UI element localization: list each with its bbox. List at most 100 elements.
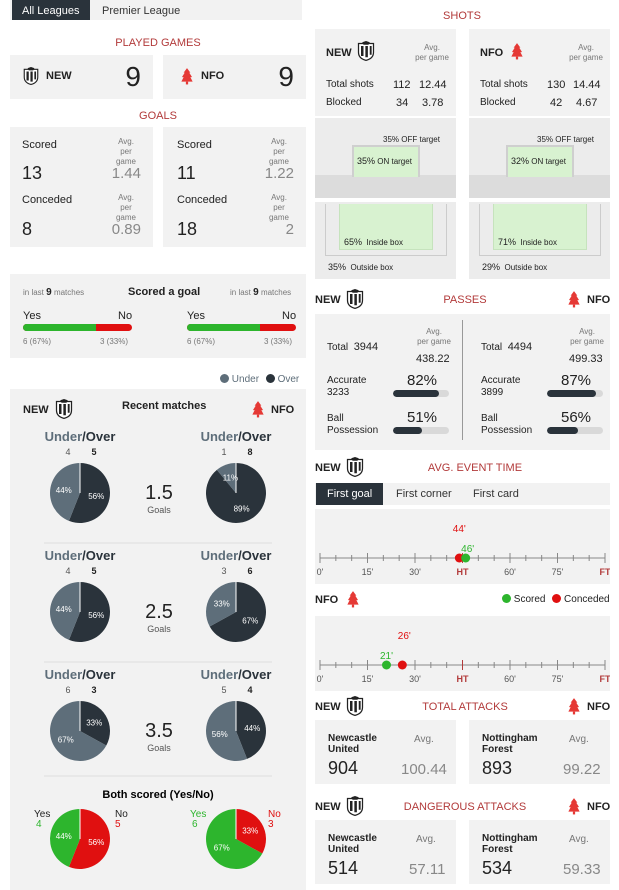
- away-both-scored-pie-a-label: 67%: [214, 843, 230, 852]
- avg-per-game-label: Avg. per game: [415, 43, 449, 62]
- away-team-abbr: NFO: [315, 594, 339, 606]
- passes-title: PASSES: [443, 294, 487, 306]
- under-count: 5: [221, 685, 226, 695]
- accurate-passes-home: Accurate 3233: [327, 375, 367, 398]
- home-under-over-pie-a-label: 67%: [58, 735, 74, 744]
- away-games-count: 9: [278, 61, 294, 92]
- avg-label: Avg.: [569, 734, 589, 745]
- no-count: 5: [115, 819, 121, 830]
- home-team-abbr: NEW: [315, 801, 341, 813]
- dangerous-attacks-value-home: 514: [328, 858, 359, 878]
- home-under-over-pie-b-slice: [68, 463, 110, 523]
- tab-first-card[interactable]: First card: [473, 488, 519, 500]
- tab-first-corner[interactable]: First corner: [396, 488, 452, 500]
- tree-crest-icon: [509, 42, 525, 60]
- no-percent-home: 3 (33%): [100, 337, 129, 346]
- event-time-title: AVG. EVENT TIME: [427, 462, 523, 474]
- no-label: No: [118, 310, 133, 322]
- conceded-avg: 0.89: [111, 221, 141, 238]
- conceded-legend-dot: [552, 594, 562, 603]
- over-legend-dot: [265, 374, 275, 383]
- no-label: No: [282, 310, 297, 322]
- total-shots-label: Total shots: [326, 79, 374, 90]
- yes-percent-away: 6 (67%): [187, 337, 216, 346]
- scored-value: 13: [22, 163, 43, 183]
- accurate-pct-home: 82%: [407, 372, 438, 389]
- timeline-tick-label: 15': [362, 567, 374, 577]
- inside-box-label: 71% Inside box: [498, 237, 557, 247]
- timeline-tick-label: FT: [600, 567, 611, 577]
- away-under-over-pie-a-label: 33%: [214, 600, 230, 609]
- away-under-over-pie-a-slice: [206, 582, 236, 627]
- timeline-tick-label: 15': [362, 674, 374, 684]
- tab-first-goal[interactable]: First goal: [316, 483, 384, 505]
- tab-all-leagues[interactable]: All Leagues: [12, 0, 90, 20]
- on-target-zone: [506, 145, 574, 177]
- in-last-matches-home: in last 9 matches: [23, 287, 85, 298]
- home-under-over-pie-a-slice: [50, 701, 107, 761]
- conceded-time-label: 44': [453, 524, 466, 535]
- goal-ground: [315, 175, 456, 198]
- goal-ground: [469, 175, 610, 198]
- tree-crest-icon: [345, 590, 361, 608]
- away-both-scored-pie-b-slice: [236, 809, 267, 854]
- goals-home-card: Scored Avg. per game 13 1.44 Conceded Avg…: [10, 127, 153, 247]
- tab-premier-league[interactable]: Premier League: [102, 5, 181, 17]
- tree-crest-icon: [179, 67, 195, 85]
- under-over-heading: Under/Over: [45, 429, 116, 444]
- tree-crest-icon: [566, 697, 582, 715]
- away-under-over-pie-a-label: 56%: [212, 730, 228, 739]
- home-under-over-pie-a-label: 44%: [56, 486, 72, 495]
- home-team-name: Newcastle United: [328, 733, 377, 755]
- magpie-crest-icon: [346, 457, 364, 477]
- penalty-area: [325, 204, 447, 256]
- blocked-value: 42: [550, 97, 563, 109]
- blocked-avg: 3.78: [422, 97, 444, 109]
- away-under-over-pie-b-slice: [209, 582, 267, 642]
- home-both-scored-pie-a-label: 44%: [56, 832, 72, 841]
- conceded-marker: [397, 660, 407, 670]
- total-attacks-home-card: Newcastle United Avg. 904 100.44: [315, 720, 456, 784]
- outside-box-label: 29% Outside box: [482, 262, 548, 272]
- avg-per-game-label: Avg. per game: [417, 327, 451, 346]
- yes-percent-home: 6 (67%): [23, 337, 52, 346]
- timeline-tick-label: 30': [409, 567, 421, 577]
- home-under-over-pie: 44% 56%: [49, 582, 110, 642]
- avg-per-game-label: Avg. per game: [569, 43, 603, 62]
- legend-under-label: Under: [231, 374, 260, 385]
- dangerous-attacks-away-card: Nottingham Forest Avg. 534 59.33: [469, 820, 610, 884]
- magpie-crest-icon: [23, 67, 39, 85]
- no-percent-away: 3 (33%): [264, 337, 293, 346]
- possession-bar-away: [547, 427, 603, 434]
- possession-bar-home: [393, 427, 449, 434]
- home-under-over-pie-a-slice: [49, 582, 80, 640]
- over-count: 5: [91, 566, 96, 576]
- goal-target-diagram-home: 35% OFF target 35% ON target: [315, 118, 456, 198]
- legend-scored-label: Scored: [513, 594, 546, 605]
- home-team-abbr: NEW: [46, 70, 72, 82]
- total-shots-avg: 12.44: [419, 79, 447, 91]
- under-count: 3: [221, 566, 226, 576]
- avg-label: Avg.: [569, 834, 589, 845]
- home-both-scored-pie-a-slice: [50, 809, 80, 867]
- dangerous-attacks-avg-home: 57.11: [409, 861, 446, 878]
- scored-a-goal-title: Scored a goal: [128, 286, 201, 298]
- scored-label: Scored: [177, 139, 212, 151]
- shots-away-card: NFO Avg. per game Total shots 130 14.44 B…: [469, 29, 610, 116]
- away-both-scored-pie-a-slice: [206, 809, 263, 869]
- legend-conceded-label: Conceded: [564, 594, 610, 605]
- away-under-over-pie-a-label: 11%: [223, 473, 238, 482]
- scored-value: 11: [177, 163, 196, 183]
- total-passes-avg-away: 499.33: [569, 353, 603, 365]
- home-team-abbr: NEW: [315, 294, 341, 306]
- over-count: 6: [247, 566, 252, 576]
- home-timeline-card: 0' 15' 30' HT 60' 75' FT 44' 46': [315, 509, 611, 584]
- conceded-marker: [454, 553, 464, 563]
- under-over-heading: Under/Over: [201, 548, 272, 563]
- away-under-over-pie-a-slice: [216, 463, 236, 493]
- away-under-over-pie-b-label: 44%: [244, 724, 260, 733]
- under-count: 1: [221, 447, 226, 457]
- yes-label: Yes: [34, 809, 50, 820]
- under-over-heading: Under/Over: [201, 667, 272, 682]
- total-passes-away: Total 4494: [481, 341, 533, 353]
